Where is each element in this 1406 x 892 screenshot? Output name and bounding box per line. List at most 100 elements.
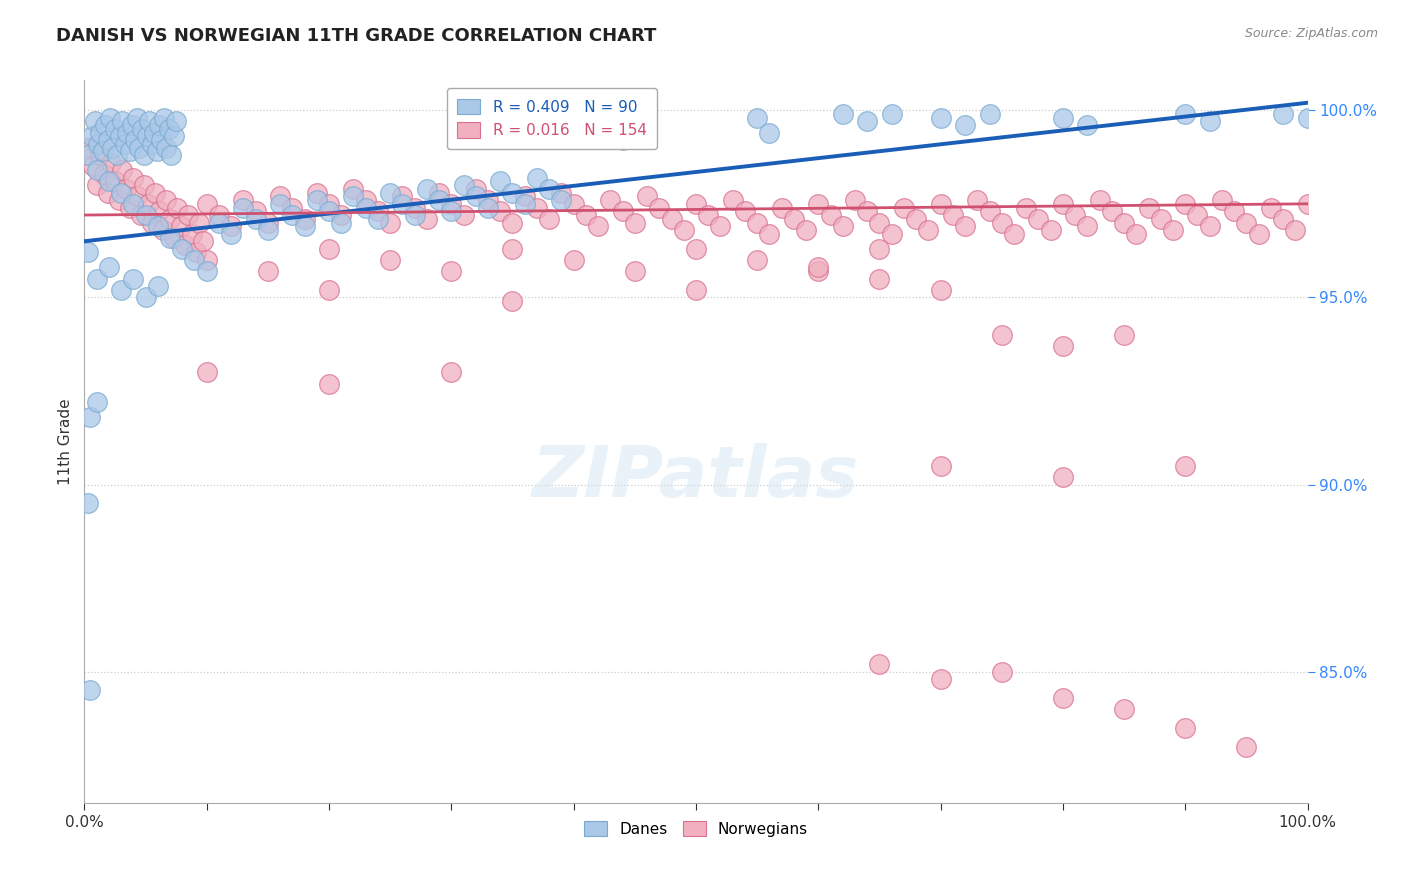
Point (143, 186, 166, 200)
Point (122, 271, 145, 285)
Point (163, 129, 186, 144)
Point (195, 196, 218, 211)
Point (148, 118, 170, 132)
Point (1088, 193, 1111, 207)
Point (562, 107, 585, 121)
Point (966, 193, 988, 207)
Point (163, 230, 186, 244)
Point (550, 186, 572, 200)
Point (160, 148, 183, 162)
Point (110, 186, 132, 200)
Point (562, 252, 585, 267)
Point (502, 242, 524, 256)
Point (354, 193, 377, 207)
Point (318, 204, 340, 219)
Point (538, 211, 561, 226)
Point (181, 227, 204, 241)
Point (929, 111, 952, 125)
Point (107, 193, 129, 207)
Point (427, 186, 450, 200)
Point (367, 204, 389, 219)
Point (111, 163, 134, 178)
Point (105, 148, 128, 162)
Point (1137, 201, 1160, 215)
Point (330, 208, 353, 222)
Point (354, 201, 377, 215)
Point (1015, 201, 1038, 215)
Point (191, 234, 214, 248)
Point (391, 196, 413, 211)
Point (869, 271, 891, 285)
Point (165, 114, 187, 128)
Point (831, 107, 853, 121)
Legend: Danes, Norwegians: Danes, Norwegians (575, 812, 817, 846)
Point (586, 219, 609, 234)
Point (856, 114, 879, 128)
Point (820, 208, 842, 222)
Point (195, 365, 218, 379)
Point (586, 126, 609, 140)
Point (122, 196, 145, 211)
Point (440, 204, 463, 219)
Point (159, 230, 181, 244)
Point (208, 215, 231, 229)
Point (1260, 201, 1282, 215)
Point (89, 126, 111, 140)
Point (141, 215, 163, 229)
Point (648, 201, 671, 215)
Point (148, 204, 170, 219)
Point (1174, 107, 1197, 121)
Point (135, 129, 157, 144)
Point (134, 148, 156, 162)
Point (104, 122, 127, 136)
Point (942, 208, 965, 222)
Point (526, 201, 548, 215)
Point (905, 211, 928, 226)
Point (93, 167, 115, 181)
Point (155, 193, 177, 207)
Point (380, 186, 402, 200)
Point (1236, 215, 1258, 229)
Point (82, 160, 104, 174)
Point (294, 219, 316, 234)
Point (685, 283, 707, 297)
Point (979, 107, 1001, 121)
Point (562, 196, 585, 211)
Point (1101, 204, 1123, 219)
Point (1052, 196, 1074, 211)
Point (929, 196, 952, 211)
Point (416, 182, 439, 196)
Point (98, 111, 121, 125)
Point (489, 174, 512, 188)
Point (624, 264, 647, 278)
Point (305, 193, 328, 207)
Point (80, 129, 103, 144)
Point (97, 186, 120, 200)
Point (97, 260, 120, 275)
Point (440, 196, 463, 211)
Point (747, 215, 769, 229)
Point (150, 133, 173, 147)
Point (245, 204, 267, 219)
Point (770, 201, 793, 215)
Point (77, 245, 100, 260)
Point (1174, 721, 1197, 735)
Point (115, 182, 138, 196)
Point (709, 219, 731, 234)
Point (844, 193, 866, 207)
Point (131, 122, 153, 136)
Point (807, 196, 830, 211)
Point (513, 189, 536, 203)
Point (1198, 219, 1220, 234)
Point (464, 182, 486, 196)
Point (89, 148, 111, 162)
Point (991, 327, 1014, 342)
Point (1002, 227, 1025, 241)
Point (281, 208, 304, 222)
Point (453, 178, 475, 193)
Point (118, 145, 141, 159)
Point (661, 211, 683, 226)
Point (77, 141, 100, 155)
Point (110, 283, 132, 297)
Point (129, 208, 152, 222)
